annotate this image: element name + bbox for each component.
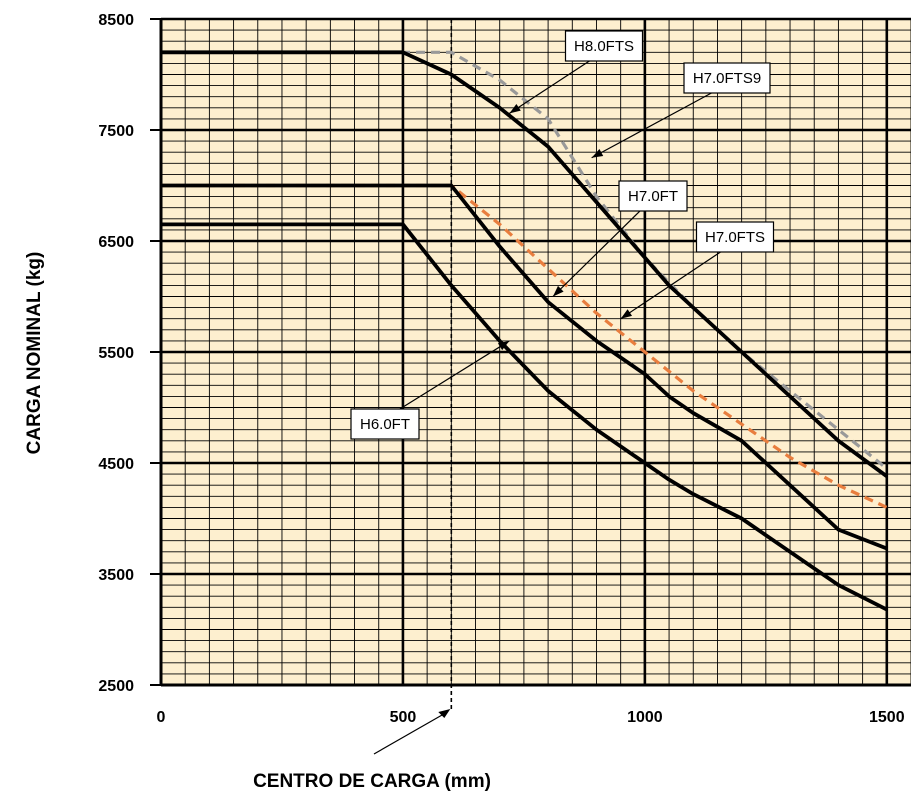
grid <box>159 17 911 755</box>
callout-h7-0fts9: H7.0FTS9 <box>591 62 771 159</box>
x-tick-label: 1000 <box>627 709 663 726</box>
y-axis-title: CARGA NOMINAL (kg) <box>24 252 45 455</box>
callout-h7-0ft: H7.0FT <box>552 180 688 297</box>
reference-arrow <box>373 711 448 755</box>
series-lines <box>161 50 888 612</box>
y-tick-label: 5500 <box>98 345 134 362</box>
callout-arrow <box>394 340 510 413</box>
callout-label: H7.0FTS <box>705 229 765 246</box>
callout-arrowhead <box>509 103 521 114</box>
callout-h6-0ft: H6.0FT <box>350 340 510 440</box>
reference-arrowhead <box>438 709 451 718</box>
series-line-h6-0ft <box>161 222 888 612</box>
callout-arrow <box>591 89 718 159</box>
x-axis-title: CENTRO DE CARGA (mm) <box>253 771 491 791</box>
callout-label: H7.0FTS9 <box>693 70 761 87</box>
y-tick-label: 3500 <box>98 567 134 584</box>
series-line-h7-0ft <box>161 183 888 551</box>
series-line-h7-0fts <box>161 183 888 509</box>
y-tick-label: 6500 <box>98 234 134 251</box>
callout-arrowhead <box>552 285 564 297</box>
series-line-h8-0fts <box>161 50 888 478</box>
callout-box <box>564 30 644 62</box>
callout-label: H8.0FTS <box>574 38 634 55</box>
callout-box <box>695 221 775 253</box>
y-tick-label: 2500 <box>98 678 134 695</box>
callout-h8-0fts: H8.0FTS <box>509 30 644 114</box>
axis-ticks: 2500 3500 4500 5500 6500 7500 8500 0 500 1000 1500 <box>98 12 904 726</box>
callout-box <box>618 180 688 212</box>
x-tick-label: 0 <box>157 709 166 726</box>
x-tick-label: 1500 <box>869 709 905 726</box>
callout-arrow <box>620 248 726 320</box>
callout-arrowhead <box>591 149 604 158</box>
callout-arrowhead <box>620 309 633 319</box>
y-tick-label: 8500 <box>98 12 134 29</box>
callouts: H8.0FTS H7.0FTS9 H7.0FT H7.0FTS H6.0FT <box>350 30 775 440</box>
callout-arrowhead <box>497 340 510 351</box>
callout-arrow <box>552 207 644 297</box>
callout-label: H6.0FT <box>360 416 410 433</box>
y-tick-label: 7500 <box>98 123 134 140</box>
callout-box <box>683 62 771 94</box>
callout-box <box>350 408 420 440</box>
x-tick-label: 500 <box>390 709 417 726</box>
y-tick-label: 4500 <box>98 456 134 473</box>
callout-arrow <box>509 57 595 114</box>
callout-label: H7.0FT <box>628 188 678 205</box>
callout-h7-0fts: H7.0FTS <box>620 221 775 320</box>
